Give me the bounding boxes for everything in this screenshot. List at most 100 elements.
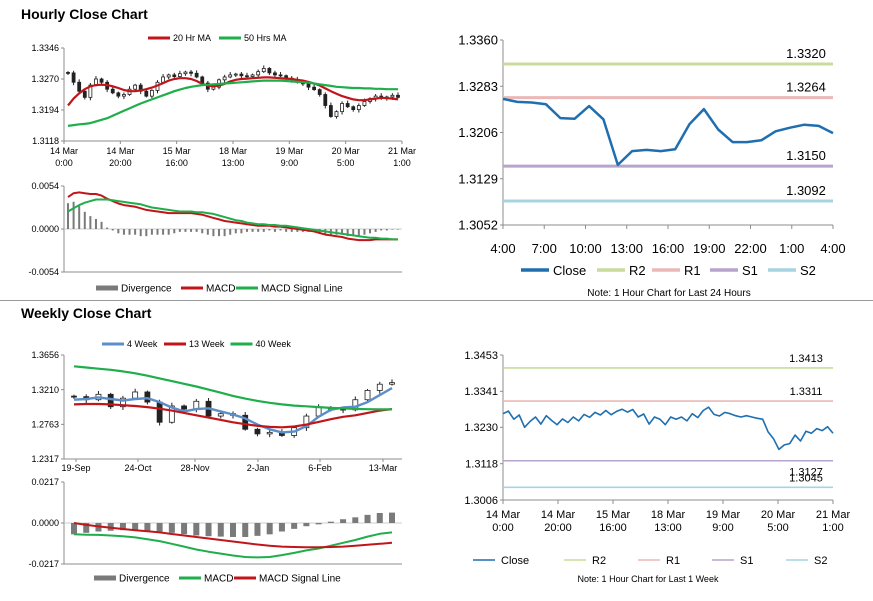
level-label-s2: 1.3092 <box>786 183 826 198</box>
hourly-divergence-bar <box>218 229 221 237</box>
weekly-price-candle <box>303 415 310 429</box>
legend-label-signal: MACD Signal Line <box>261 284 343 295</box>
weekly-divergence-bar <box>205 523 212 537</box>
weekly-divergence-bar <box>230 523 236 537</box>
hourly-price-candle <box>273 72 277 76</box>
hourly-price-candle <box>396 94 400 98</box>
hourly-price-candle <box>66 72 70 74</box>
x-tick-label: 19 Mar <box>275 146 303 156</box>
close-line <box>502 97 834 167</box>
y-tick-label: 1.3206 <box>458 125 498 140</box>
x-tick-label: 1:00 <box>779 241 804 256</box>
level-label-r1: 1.3311 <box>790 386 823 398</box>
weekly-divergence-bar <box>291 523 298 529</box>
hourly-price-candle <box>317 89 322 95</box>
hourly-price-candle <box>122 94 126 97</box>
hourly-divergence-bar <box>72 201 75 229</box>
weekly-divergence-bar <box>181 523 188 535</box>
x-tick-label: 18 Mar <box>651 509 686 521</box>
hourly-price-candle <box>99 78 104 83</box>
y-tick-label: 1.3052 <box>458 218 498 233</box>
x-tick-label: 20 Mar <box>761 509 796 521</box>
weekly-divergence-bar <box>83 523 90 533</box>
hourly-divergence-bar <box>251 229 254 232</box>
x-tick-label: 5:00 <box>337 158 355 168</box>
y-tick-label: 1.3360 <box>458 33 498 48</box>
hourly-divergence-bar <box>262 229 265 232</box>
hourly-price-candle <box>323 94 328 106</box>
hourly-signal-line <box>67 198 398 241</box>
x-tick-label: 13:00 <box>222 158 245 168</box>
hourly-divergence-bar <box>296 229 299 232</box>
weekly-price-candle <box>217 413 224 417</box>
y-tick-label: 1.3210 <box>31 385 59 395</box>
hourly-divergence-bar <box>128 229 131 235</box>
weekly-divergence-bar <box>303 523 310 527</box>
weekly-ma13-line <box>73 402 393 429</box>
x-tick-label: 16:00 <box>599 522 627 534</box>
x-tick-label: 16:00 <box>652 241 685 256</box>
hourly-divergence-bar <box>229 229 232 235</box>
x-tick-label: 14 Mar <box>486 509 521 521</box>
hourly-price-candle <box>334 111 339 117</box>
hourly-divergence-bar <box>111 229 114 231</box>
hourly-divergence-bar <box>134 229 137 235</box>
hourly-price-candle <box>144 90 149 97</box>
weekly-divergence-bar <box>193 523 200 536</box>
hourly-divergence-bar <box>122 229 125 235</box>
y-tick-label: 1.3341 <box>464 386 498 398</box>
hourly-price-candle <box>77 81 82 92</box>
hourly-price-candle <box>362 101 367 106</box>
x-tick-label: 7:00 <box>532 241 557 256</box>
hourly-price-candle <box>250 74 255 77</box>
hourly-price-candle <box>328 105 333 117</box>
x-tick-label: 19 Mar <box>706 509 741 521</box>
weekly-divergence-bar <box>242 523 249 537</box>
weekly-macd-line <box>73 531 393 559</box>
x-tick-label: 4:00 <box>820 241 845 256</box>
weekly-divergence-bar <box>376 512 383 523</box>
y-tick-label: 0.0217 <box>31 477 59 487</box>
legend-label-r1: R1 <box>684 263 701 278</box>
x-tick-label: 13:00 <box>654 522 682 534</box>
hourly-price-candle <box>245 75 249 78</box>
hourly-divergence-bar <box>397 229 399 230</box>
y-tick-label: -0.0054 <box>28 267 59 277</box>
x-tick-label: 15 Mar <box>596 509 631 521</box>
hourly-price-candle <box>239 73 244 77</box>
hourly-price-candle <box>149 90 154 97</box>
weekly-divergence-bar <box>315 523 322 525</box>
hourly-divergence-bar <box>234 229 237 234</box>
hourly-price-candle <box>306 83 311 88</box>
level-label-s1: 1.3150 <box>786 148 826 163</box>
weekly-divergence-bar <box>217 523 224 537</box>
hourly-divergence-bar <box>369 229 372 234</box>
x-tick-label: 10:00 <box>569 241 602 256</box>
y-tick-label: 0.0054 <box>31 181 59 191</box>
hourly-divergence-bar <box>94 218 97 229</box>
x-tick-label: 6-Feb <box>308 463 332 473</box>
hourly-divergence-bar <box>363 229 366 235</box>
hourly-ma50-line <box>67 79 398 127</box>
weekly-price-candle <box>120 397 126 408</box>
hourly-price-candle <box>278 74 283 77</box>
close-line <box>502 406 834 451</box>
weekly-divergence-bar <box>278 523 285 532</box>
legend-label-macd: MACD <box>204 574 233 585</box>
weekly-divergence-bar <box>266 523 273 535</box>
hourly-divergence-bar <box>374 229 377 232</box>
y-tick-label: 1.3230 <box>464 422 498 434</box>
hourly-divergence-bar <box>290 229 293 232</box>
x-tick-label: 20 Mar <box>332 146 360 156</box>
legend-label-r1: R1 <box>666 555 680 567</box>
weekly-price-candle <box>389 382 395 385</box>
hourly-price-candle <box>390 94 395 98</box>
y-tick-label: 1.3118 <box>465 459 498 471</box>
weekly-divergence-bar <box>168 523 175 533</box>
hourly-price-candle <box>312 86 317 91</box>
weekly-divergence-bar <box>327 521 334 523</box>
hourly-divergence-bar <box>385 229 388 231</box>
